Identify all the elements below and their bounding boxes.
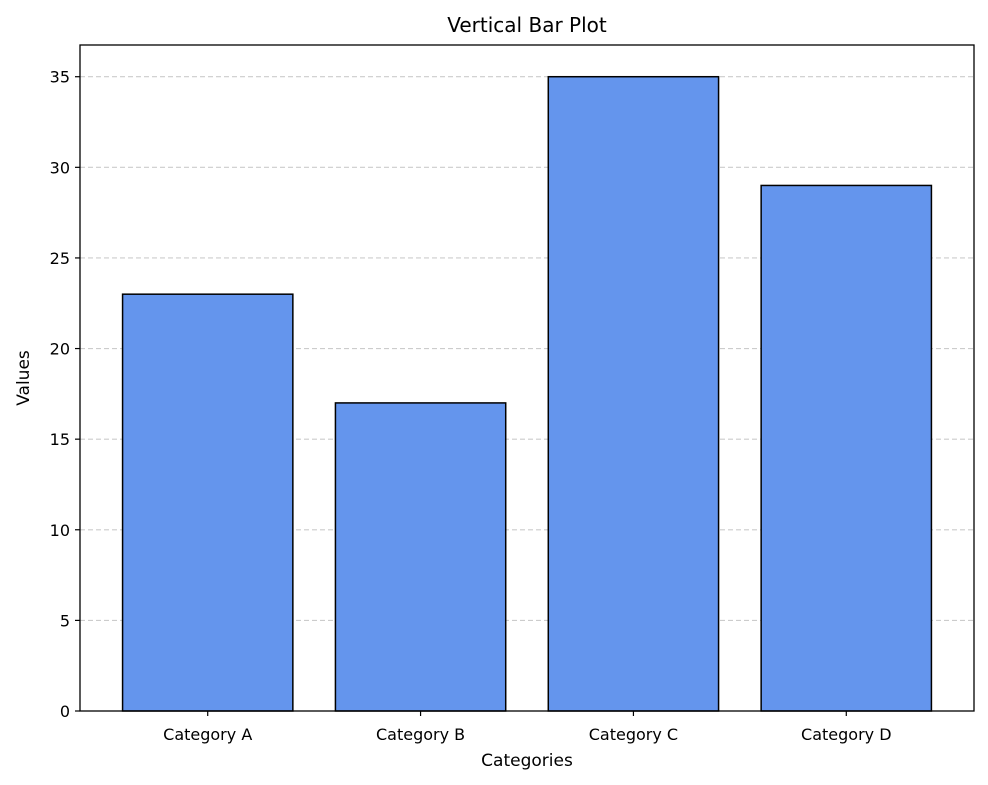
y-tick-label: 20: [50, 340, 70, 359]
chart-title: Vertical Bar Plot: [447, 13, 607, 37]
x-tick-label: Category D: [801, 725, 892, 744]
x-tick-label: Category B: [376, 725, 465, 744]
x-axis-label: Categories: [481, 751, 573, 771]
bars: [121, 75, 933, 712]
bar-category-b: [334, 402, 507, 712]
x-tick-label: Category A: [163, 725, 252, 744]
y-axis-label: Values: [14, 350, 34, 406]
y-tick-label: 15: [50, 430, 70, 449]
y-tick-label: 5: [60, 611, 70, 630]
y-tick-label: 10: [50, 521, 70, 540]
y-tick-label: 35: [50, 68, 70, 87]
x-tick-label: Category C: [589, 725, 678, 744]
bar-category-d: [760, 184, 933, 712]
y-tick-label: 25: [50, 249, 70, 268]
bar-category-a: [121, 293, 294, 712]
y-axis-ticks: 0 5 10 15 20 25 30 35: [50, 68, 80, 721]
plot-area-frame: [79, 44, 975, 712]
y-tick-label: 0: [60, 702, 70, 721]
bar-category-c: [547, 75, 720, 712]
x-axis-ticks: Category A Category B Category C Category D: [163, 711, 892, 744]
y-tick-label: 30: [50, 158, 70, 177]
